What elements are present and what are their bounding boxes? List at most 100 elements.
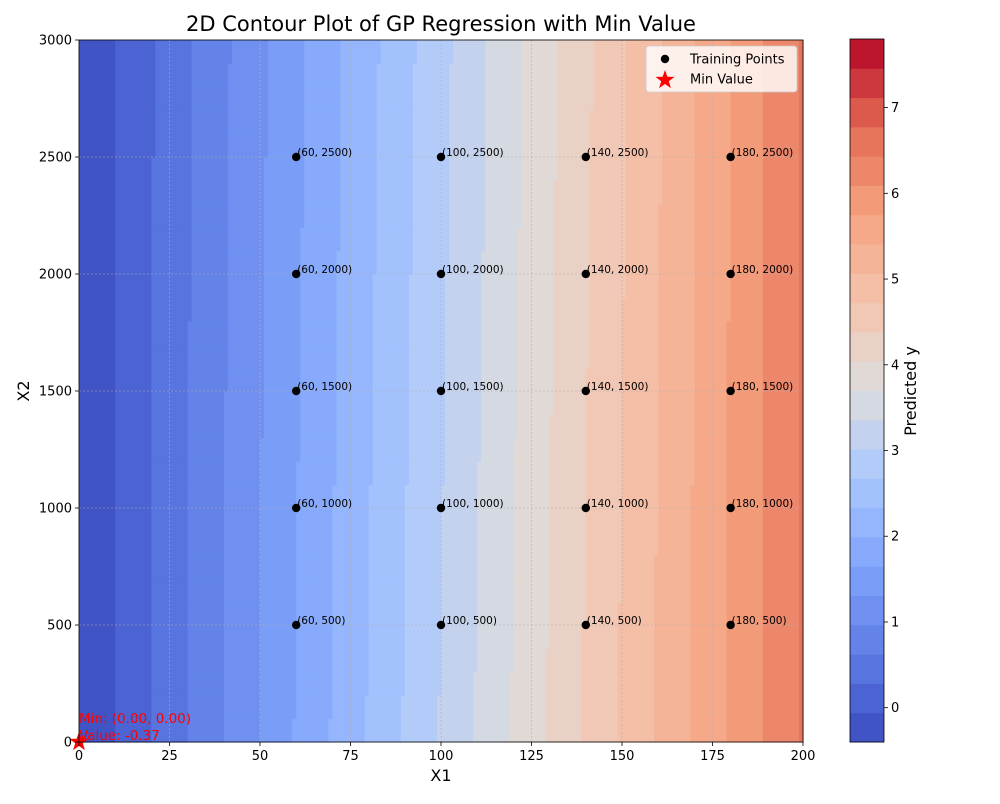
contour-band	[115, 648, 152, 673]
contour-band	[654, 718, 691, 743]
contour-band	[115, 320, 152, 345]
contour-band	[223, 554, 261, 579]
contour-band	[372, 414, 410, 439]
contour-band	[654, 578, 691, 603]
colorbar-band	[850, 654, 884, 684]
contour-band	[730, 157, 764, 181]
contour-band	[694, 180, 732, 205]
contour-band	[260, 648, 297, 673]
contour-band	[445, 320, 482, 345]
colorbar-band	[850, 302, 884, 333]
contour-band	[223, 461, 261, 486]
contour-band	[694, 437, 728, 462]
contour-band	[521, 203, 555, 228]
colorbar-band	[850, 185, 884, 216]
colorbar-tick-label: 6	[891, 187, 899, 202]
contour-band	[694, 203, 732, 228]
contour-band	[798, 367, 804, 392]
contour-band	[300, 437, 338, 462]
contour-band	[762, 695, 800, 720]
contour-band	[690, 601, 728, 626]
contour-band	[368, 625, 406, 649]
contour-band	[726, 461, 764, 486]
contour-band	[79, 578, 116, 603]
contour-band	[626, 110, 663, 135]
contour-band	[336, 297, 374, 322]
contour-band	[762, 578, 800, 603]
training-point	[581, 386, 590, 396]
training-point-label: (140, 1000)	[587, 498, 649, 510]
min-value-label-value: Value: -0.37	[79, 728, 160, 744]
training-point-label: (60, 2000)	[297, 264, 352, 276]
contour-band	[585, 531, 623, 556]
contour-band	[300, 320, 338, 345]
contour-band	[798, 203, 804, 228]
contour-band	[412, 63, 450, 88]
colorbar-band	[850, 214, 884, 245]
training-points-layer: (60, 500) (60, 1000) (60, 1500) (60, 2000) (…	[292, 147, 793, 630]
x-tick-label: 50	[252, 749, 269, 764]
contour-band	[762, 274, 800, 298]
contour-band	[412, 250, 450, 275]
contour-band	[485, 157, 523, 181]
contour-band	[304, 203, 342, 228]
contour-band	[553, 297, 591, 322]
contour-band	[300, 367, 338, 392]
contour-band	[545, 648, 583, 673]
contour-band	[513, 578, 551, 603]
contour-band	[654, 648, 691, 673]
contour-band	[264, 180, 305, 205]
training-point-label: (140, 2500)	[587, 147, 649, 159]
contour-band	[726, 320, 764, 345]
contour-band	[694, 391, 728, 415]
contour-band	[79, 414, 116, 439]
colorbar-band	[850, 244, 884, 274]
contour-band	[798, 437, 804, 462]
contour-band	[79, 157, 116, 181]
contour-band	[549, 531, 587, 556]
contour-band	[264, 344, 301, 369]
contour-band	[762, 180, 800, 205]
contour-band	[412, 157, 450, 181]
contour-band	[155, 110, 193, 135]
colorbar-band	[850, 478, 884, 509]
contour-band	[622, 320, 659, 345]
contour-band	[473, 718, 510, 743]
contour-band	[798, 227, 804, 252]
training-point-label: (60, 500)	[297, 615, 345, 627]
x-tick-label: 100	[429, 749, 454, 764]
contour-band	[585, 437, 623, 462]
contour-band	[626, 250, 659, 275]
contour-band	[690, 695, 728, 720]
colorbar-tick-label: 1	[891, 615, 899, 630]
contour-band	[694, 227, 732, 252]
legend-marker-training-points	[660, 54, 670, 64]
contour-band	[617, 648, 655, 673]
contour-band	[364, 718, 402, 743]
contour-band	[441, 648, 478, 673]
contour-band	[336, 274, 374, 298]
contour-band	[481, 250, 519, 275]
contour-band	[658, 250, 695, 275]
contour-band	[340, 203, 378, 228]
contour-band	[340, 133, 378, 158]
contour-band	[400, 718, 438, 743]
contour-band	[545, 695, 583, 720]
contour-band	[408, 344, 446, 369]
contour-band	[368, 531, 406, 556]
contour-band	[412, 203, 450, 228]
contour-band	[593, 63, 627, 88]
contour-band	[441, 578, 478, 603]
contour-band	[798, 180, 804, 205]
contour-band	[589, 250, 627, 275]
contour-band	[187, 437, 225, 462]
contour-band	[694, 250, 732, 275]
contour-band	[730, 203, 764, 228]
contour-band	[372, 297, 410, 322]
min-value-label-coords: Min: (0.00, 0.00)	[79, 711, 191, 727]
contour-band	[617, 718, 655, 743]
training-point	[581, 152, 590, 162]
contour-band	[798, 86, 804, 111]
contour-band	[762, 625, 800, 649]
